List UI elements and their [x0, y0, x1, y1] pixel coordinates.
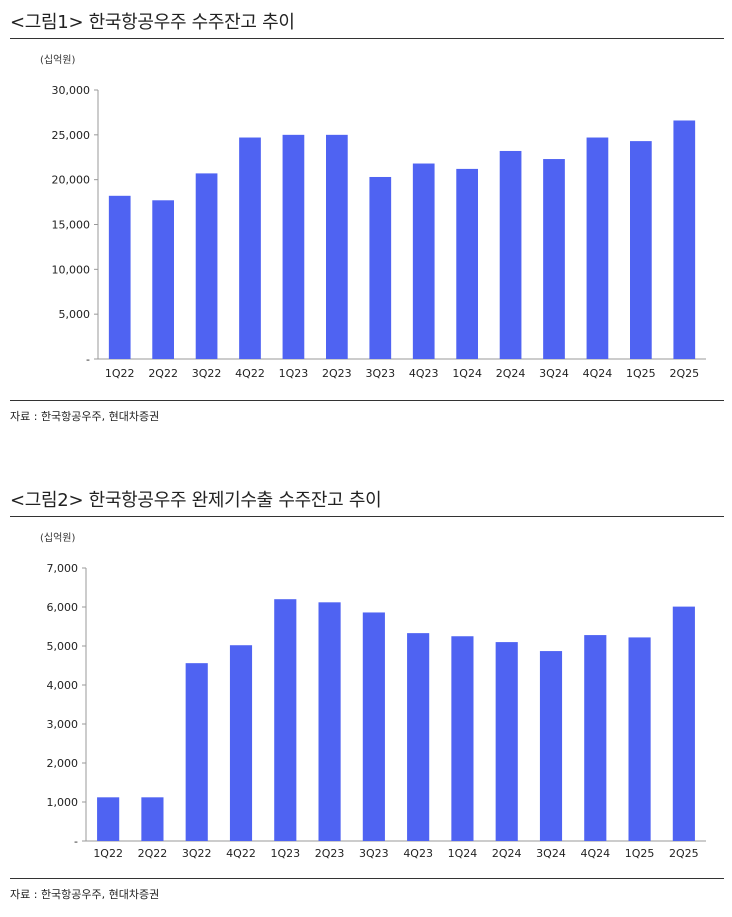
y-tick-label: - [86, 353, 90, 366]
bar-1Q24 [456, 168, 478, 359]
x-tick-label: 4Q24 [583, 367, 613, 380]
bar-1Q25 [630, 141, 652, 359]
x-tick-label: 1Q22 [93, 847, 123, 860]
bar-4Q23 [407, 633, 430, 841]
x-tick-label: 4Q23 [409, 367, 439, 380]
bar-4Q24 [584, 635, 607, 841]
x-tick-label: 2Q25 [669, 367, 699, 380]
figure-2: <그림2> 한국항공우주 완제기수출 수주잔고 추이 (십억원) - 1,000 2,… [0, 478, 732, 917]
figure-1-title: <그림1> 한국항공우주 수주잔고 추이 [10, 12, 295, 33]
bar-3Q24 [543, 159, 565, 359]
y-tick-label: 5,000 [59, 308, 91, 321]
bar-1Q22 [108, 195, 131, 359]
y-tick-label: 1,000 [47, 796, 79, 809]
y-tick-label: 7,000 [47, 562, 79, 575]
x-tick-label: 4Q24 [580, 847, 610, 860]
bar-3Q23 [369, 176, 392, 359]
x-tick-label: 1Q23 [270, 847, 300, 860]
x-tick-label: 1Q25 [625, 847, 655, 860]
x-tick-label: 3Q23 [365, 367, 395, 380]
bar-2Q23 [326, 134, 348, 359]
x-tick-label: 1Q25 [626, 367, 656, 380]
x-tick-label: 3Q24 [539, 367, 569, 380]
x-tick-label: 1Q23 [279, 367, 309, 380]
x-tick-label: 2Q25 [669, 847, 699, 860]
bar-1Q23 [274, 599, 297, 841]
x-tick-label: 2Q23 [322, 367, 352, 380]
figure-1: <그림1> 한국항공우주 수주잔고 추이 (십억원) - 5,000 10,000 15… [0, 0, 732, 450]
x-tick-label: 4Q22 [235, 367, 265, 380]
y-tick-label: 6,000 [47, 601, 79, 614]
y-tick-label: 10,000 [52, 263, 91, 276]
x-tick-label: 3Q24 [536, 847, 566, 860]
x-tick-label: 2Q24 [496, 367, 526, 380]
y-tick-label: 30,000 [52, 84, 91, 97]
figure-2-source: 자료 : 한국항공우주, 현대차증권 [10, 888, 160, 901]
chart-2: (십억원) - 1,000 2,000 3,000 4,000 5,000 6,000 7,00… [40, 532, 706, 860]
bar-3Q24 [539, 651, 563, 841]
bar-2Q23 [318, 602, 341, 841]
x-tick-label: 3Q22 [192, 367, 222, 380]
figure-1-bottom-rule [10, 400, 724, 401]
bar-2Q24 [499, 150, 522, 359]
x-tick-label: 1Q24 [452, 367, 482, 380]
y-tick-label: - [74, 835, 78, 848]
bar-1Q25 [628, 637, 651, 841]
y-tick-label: 5,000 [47, 640, 79, 653]
chart-1: (십억원) - 5,000 10,000 15,000 20,000 25,000 30,00… [40, 54, 706, 380]
bar-2Q24 [495, 642, 518, 841]
y-tick-label: 15,000 [52, 219, 91, 232]
x-tick-label: 2Q22 [148, 367, 178, 380]
bar-3Q23 [362, 612, 385, 841]
y-tick-label: 25,000 [52, 129, 91, 142]
bar-1Q23 [282, 134, 305, 359]
bar-1Q24 [451, 636, 474, 841]
y-tick-label: 4,000 [47, 679, 79, 692]
y-unit-label: (십억원) [40, 532, 76, 544]
bar-3Q22 [185, 663, 208, 841]
x-tick-label: 4Q22 [226, 847, 256, 860]
y-tick-label: 2,000 [47, 757, 79, 770]
bar-3Q22 [195, 173, 218, 359]
x-tick-label: 4Q23 [403, 847, 433, 860]
figure-2-title: <그림2> 한국항공우주 완제기수출 수주잔고 추이 [10, 490, 382, 511]
figure-2-bottom-rule [10, 878, 724, 879]
bar-1Q22 [97, 797, 120, 841]
figure-2-top-rule [10, 516, 724, 517]
bar-2Q22 [141, 797, 164, 841]
bar-2Q22 [152, 200, 174, 359]
x-tick-label: 2Q23 [315, 847, 345, 860]
bar-4Q23 [412, 163, 435, 359]
bar-2Q25 [672, 606, 695, 841]
bar-4Q22 [239, 137, 261, 359]
bar-4Q24 [586, 137, 609, 359]
y-unit-label: (십억원) [40, 54, 76, 66]
x-tick-label: 1Q22 [105, 367, 135, 380]
bar-2Q25 [673, 120, 696, 359]
y-tick-label: 3,000 [47, 718, 79, 731]
figure-1-source: 자료 : 한국항공우주, 현대차증권 [10, 410, 160, 423]
x-tick-label: 3Q22 [182, 847, 212, 860]
x-tick-label: 2Q24 [492, 847, 522, 860]
figure-1-top-rule [10, 38, 724, 39]
x-tick-label: 3Q23 [359, 847, 389, 860]
bar-4Q22 [229, 645, 253, 841]
x-tick-label: 1Q24 [448, 847, 478, 860]
y-tick-label: 20,000 [52, 174, 91, 187]
x-tick-label: 2Q22 [138, 847, 168, 860]
